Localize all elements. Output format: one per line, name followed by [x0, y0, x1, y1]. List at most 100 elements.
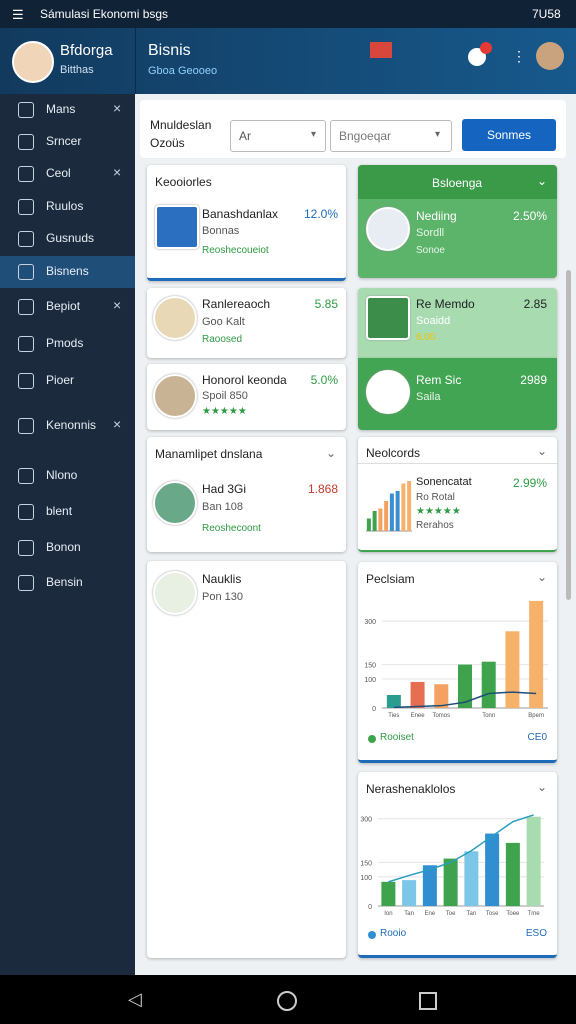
select[interactable]: Bngoeqar ▾: [330, 120, 452, 152]
bar: [407, 481, 412, 531]
link[interactable]: ESO: [525, 928, 547, 939]
sidebar-item[interactable]: Bepiot ×: [0, 291, 135, 323]
sidebar-icon: [18, 102, 34, 118]
chevron[interactable]: ⌄: [325, 446, 336, 460]
item-tag: Reoshecoont: [202, 523, 261, 534]
sidebar-icon: [18, 373, 34, 389]
status-time: 7U58: [532, 7, 561, 21]
item-tag: Rerahos: [416, 520, 454, 531]
close-icon[interactable]: ×: [113, 297, 122, 313]
card[interactable]: Re Memdo 2.85 Soaidd 6.00: [358, 288, 557, 358]
item-value: 12.0%: [303, 207, 338, 221]
item-name: Ranlereaoch: [202, 297, 271, 311]
home-button[interactable]: [277, 991, 297, 1011]
card[interactable]: Honorol keonda 5.0% Spoil 850 ★★★★★: [147, 364, 346, 430]
item-name: Nediing: [416, 209, 457, 223]
sidebar-item[interactable]: Mans ×: [0, 94, 135, 126]
link[interactable]: CE0: [527, 732, 547, 743]
y-tick-label: 0: [368, 904, 372, 911]
item-sub: Ro Rotal: [416, 492, 455, 503]
bar: [485, 833, 500, 906]
button-text: Sonmes: [486, 128, 532, 142]
chevron[interactable]: ⌄: [536, 780, 547, 794]
item-sub: Saila: [416, 391, 441, 403]
user-sub: Bitthas: [60, 64, 94, 76]
item-icon: [153, 571, 197, 615]
card[interactable]: Nauklis Pon 130: [147, 561, 346, 958]
x-tick-label: Ene: [425, 911, 436, 917]
x-tick-label: Toee: [506, 911, 520, 917]
sidebar-item[interactable]: Pmods: [0, 328, 135, 360]
card[interactable]: Manamlipet dnslana ⌄ Had 3Gi 1.868 Ban 1…: [147, 437, 346, 552]
card[interactable]: Bsloenga ⌄ Nediing 2.50% Sordll Sonoe: [358, 165, 557, 278]
search-button[interactable]: Sonmes: [462, 119, 556, 151]
menu-icon[interactable]: ☰: [12, 7, 24, 22]
item-name: Rem Sic: [416, 373, 462, 387]
card-title: Nerashenaklolos: [366, 782, 456, 796]
header-title: Bisnis: [148, 42, 191, 59]
more-icon[interactable]: ⋮: [512, 48, 526, 64]
notification-badge: [480, 42, 492, 54]
chevron[interactable]: ⌄: [536, 570, 547, 584]
card[interactable]: Keooiorles Banashdanlax 12.0% Bonnas Reo…: [147, 165, 346, 281]
bar: [401, 483, 406, 531]
sidebar-item[interactable]: Ruulos: [0, 191, 135, 223]
back-button[interactable]: ◁: [128, 989, 142, 1009]
chevron[interactable]: ⌄: [536, 444, 547, 458]
select[interactable]: Ar ▾: [230, 120, 326, 152]
bar: [389, 493, 394, 531]
recents-button[interactable]: [419, 992, 437, 1010]
x-tick-label: Tan: [467, 911, 477, 917]
sidebar-item[interactable]: Bisnens: [0, 256, 135, 288]
y-tick-label: 300: [360, 817, 372, 824]
item-name: Sonencatat: [416, 476, 472, 488]
scrollbar[interactable]: [566, 270, 571, 600]
card-title: Manamlipet dnslana: [155, 447, 263, 461]
legend: Rooiset: [380, 732, 414, 743]
x-tick-label: Ion: [384, 911, 392, 917]
x-tick-label: Tomos: [432, 713, 450, 719]
sidebar-item[interactable]: Ceol ×: [0, 158, 135, 190]
sidebar-label: Bisnens: [46, 264, 89, 278]
card[interactable]: Ranlereaoch 5.85 Goo Kalt Raoosed: [147, 288, 346, 358]
filter-bar: Mnuldeslan Ozoüs Ar ▾ Bngoeqar ▾ Sonmes: [140, 100, 566, 158]
card[interactable]: Neolcords ⌄ Sonencatat 2.99% Ro Rotal ★★…: [358, 437, 557, 552]
card-title: Peclsiam: [366, 572, 415, 586]
user-avatar[interactable]: [12, 41, 54, 83]
close-icon[interactable]: ×: [113, 100, 122, 116]
sidebar-icon: [18, 231, 34, 247]
sidebar-item[interactable]: Kenonnis ×: [0, 410, 135, 442]
sidebar-item[interactable]: Bonon: [0, 532, 135, 564]
chart-card[interactable]: Peclsiam ⌄ 0 100 150 300 Ties Enee Tomos Tonn Bp…: [358, 562, 557, 763]
sidebar-item[interactable]: Nlono: [0, 460, 135, 492]
close-icon[interactable]: ×: [113, 416, 122, 432]
y-tick-label: 100: [364, 677, 376, 684]
item-icon: [153, 481, 197, 525]
sidebar-item[interactable]: Srncer: [0, 126, 135, 158]
close-icon[interactable]: ×: [113, 164, 122, 180]
sidebar-item[interactable]: Pioer: [0, 365, 135, 397]
item-sub: Pon 130: [202, 591, 243, 603]
bar: [464, 851, 479, 906]
item-tag: 6.00: [416, 332, 436, 343]
sidebar-item[interactable]: Gusnuds: [0, 223, 135, 255]
item-tag: Raoosed: [202, 334, 243, 345]
sidebar-icon: [18, 504, 34, 520]
bar: [505, 631, 520, 708]
bar: [443, 858, 458, 906]
sidebar-item[interactable]: Bensin: [0, 567, 135, 599]
y-tick-label: 150: [364, 663, 376, 670]
item-icon: [153, 374, 197, 418]
user-name: Bfdorga: [60, 42, 113, 59]
item-sub: Goo Kalt: [202, 316, 245, 328]
card[interactable]: Rem Sic 2989 Saila: [358, 358, 557, 430]
sidebar-icon: [18, 199, 34, 215]
item-name: Nauklis: [202, 572, 242, 586]
profile-avatar[interactable]: [536, 42, 564, 70]
sidebar-item[interactable]: blent: [0, 496, 135, 528]
chart-card[interactable]: Nerashenaklolos ⌄ 0 100 150 300 Ion Tan Ene Toe…: [358, 772, 557, 958]
flag-icon[interactable]: [370, 42, 392, 58]
chevron[interactable]: ⌄: [536, 174, 547, 188]
bar: [434, 684, 449, 708]
sidebar-icon: [18, 540, 34, 556]
